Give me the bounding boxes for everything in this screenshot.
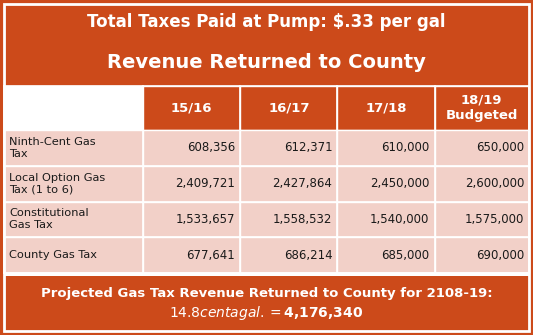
FancyBboxPatch shape xyxy=(143,130,240,166)
Text: 1,558,532: 1,558,532 xyxy=(273,213,333,226)
FancyBboxPatch shape xyxy=(337,130,434,166)
FancyBboxPatch shape xyxy=(4,276,529,331)
Text: 690,000: 690,000 xyxy=(476,249,524,262)
Text: 17/18: 17/18 xyxy=(365,102,407,115)
FancyBboxPatch shape xyxy=(143,166,240,201)
FancyBboxPatch shape xyxy=(434,130,529,166)
Text: 2,600,000: 2,600,000 xyxy=(465,177,524,190)
FancyBboxPatch shape xyxy=(143,86,240,130)
Text: 2,450,000: 2,450,000 xyxy=(370,177,430,190)
Text: County Gas Tax: County Gas Tax xyxy=(9,250,97,260)
FancyBboxPatch shape xyxy=(4,201,143,237)
Text: Constitutional
Gas Tax: Constitutional Gas Tax xyxy=(9,208,88,230)
FancyBboxPatch shape xyxy=(337,86,434,130)
FancyBboxPatch shape xyxy=(4,86,143,130)
FancyBboxPatch shape xyxy=(4,166,143,201)
FancyBboxPatch shape xyxy=(240,166,337,201)
Text: 2,427,864: 2,427,864 xyxy=(272,177,333,190)
Text: $14.8 cent a gal.  =  $4,176,340: $14.8 cent a gal. = $4,176,340 xyxy=(169,305,364,323)
Text: Projected Gas Tax Revenue Returned to County for 2108-19:: Projected Gas Tax Revenue Returned to Co… xyxy=(41,287,492,300)
FancyBboxPatch shape xyxy=(337,201,434,237)
FancyBboxPatch shape xyxy=(143,201,240,237)
FancyBboxPatch shape xyxy=(4,237,143,273)
FancyBboxPatch shape xyxy=(4,130,143,166)
FancyBboxPatch shape xyxy=(240,201,337,237)
FancyBboxPatch shape xyxy=(434,237,529,273)
Text: 610,000: 610,000 xyxy=(381,141,430,154)
Text: 612,371: 612,371 xyxy=(284,141,333,154)
FancyBboxPatch shape xyxy=(4,86,529,273)
FancyBboxPatch shape xyxy=(143,237,240,273)
Text: 18/19
Budgeted: 18/19 Budgeted xyxy=(446,94,518,122)
Text: Ninth-Cent Gas
Tax: Ninth-Cent Gas Tax xyxy=(9,137,95,159)
FancyBboxPatch shape xyxy=(4,43,529,83)
Text: 15/16: 15/16 xyxy=(171,102,213,115)
Text: Local Option Gas
Tax (1 to 6): Local Option Gas Tax (1 to 6) xyxy=(9,173,105,195)
Text: 1,540,000: 1,540,000 xyxy=(370,213,430,226)
Text: 650,000: 650,000 xyxy=(476,141,524,154)
FancyBboxPatch shape xyxy=(4,4,529,40)
FancyBboxPatch shape xyxy=(337,166,434,201)
Text: Total Taxes Paid at Pump: $.33 per gal: Total Taxes Paid at Pump: $.33 per gal xyxy=(87,13,446,31)
FancyBboxPatch shape xyxy=(240,86,337,130)
Text: 608,356: 608,356 xyxy=(187,141,235,154)
Text: 677,641: 677,641 xyxy=(187,249,235,262)
Text: 16/17: 16/17 xyxy=(268,102,310,115)
Text: 2,409,721: 2,409,721 xyxy=(175,177,235,190)
Text: 1,533,657: 1,533,657 xyxy=(176,213,235,226)
FancyBboxPatch shape xyxy=(434,86,529,130)
FancyBboxPatch shape xyxy=(4,273,529,276)
FancyBboxPatch shape xyxy=(240,237,337,273)
FancyBboxPatch shape xyxy=(337,237,434,273)
FancyBboxPatch shape xyxy=(434,201,529,237)
FancyBboxPatch shape xyxy=(240,130,337,166)
Text: 686,214: 686,214 xyxy=(284,249,333,262)
Text: 1,575,000: 1,575,000 xyxy=(465,213,524,226)
FancyBboxPatch shape xyxy=(434,166,529,201)
Text: 685,000: 685,000 xyxy=(382,249,430,262)
Text: Revenue Returned to County: Revenue Returned to County xyxy=(107,54,426,72)
